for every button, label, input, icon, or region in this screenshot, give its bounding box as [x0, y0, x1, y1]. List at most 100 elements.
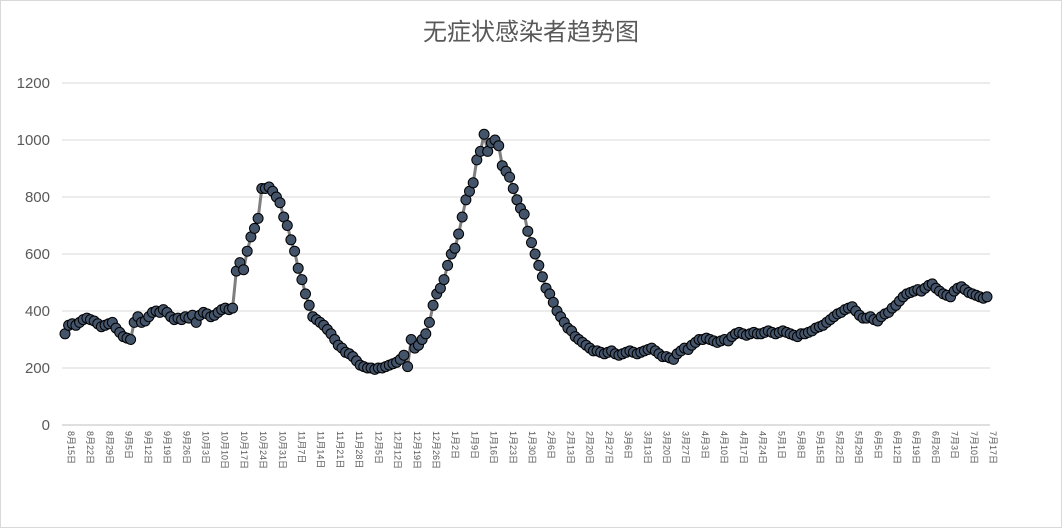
x-tick-label: 5月1日 — [777, 431, 787, 459]
data-point — [507, 183, 519, 194]
x-tick-label: 5月29日 — [854, 431, 864, 464]
x-tick-label: 6月12日 — [892, 431, 902, 464]
data-point — [449, 242, 461, 254]
x-tick-label: 3月20日 — [661, 431, 671, 464]
data-point — [478, 128, 490, 140]
x-tick-label: 11月7日 — [297, 431, 307, 463]
x-tick-label: 3月27日 — [681, 431, 691, 464]
x-tick-label: 3月13日 — [642, 431, 652, 464]
x-tick-label: 1月30日 — [527, 431, 537, 464]
x-tick-label: 10月10日 — [220, 431, 230, 469]
x-tick-label: 9月12日 — [143, 431, 153, 464]
chart-title: 无症状感染者趋势图 — [423, 18, 639, 46]
x-tick-label: 3月6日 — [623, 431, 633, 459]
data-point — [533, 259, 545, 271]
data-point — [292, 262, 304, 274]
x-tick-label: 7月3日 — [950, 431, 960, 459]
x-tick-label: 10月17日 — [239, 431, 249, 469]
data-point — [300, 288, 311, 300]
x-tick-label: 12月12日 — [393, 431, 403, 469]
data-point — [296, 274, 308, 286]
x-tick-label: 4月10日 — [719, 431, 729, 464]
x-tick-label: 5月15日 — [815, 431, 825, 464]
x-axis: 8月15日 8月22日 8月29日 9月5日 9月12日 9月19日 9月26日 10月3日 1… — [66, 431, 998, 469]
x-tick-label: 11月21日 — [335, 431, 345, 468]
x-tick-label: 10月3日 — [200, 431, 210, 464]
data-point — [427, 299, 439, 311]
x-tick-label: 2月13日 — [565, 431, 575, 464]
data-point — [241, 245, 253, 257]
x-tick-label: 7月17日 — [988, 431, 998, 464]
x-tick-label: 9月19日 — [162, 431, 172, 464]
x-tick-label: 10月31日 — [277, 431, 287, 469]
x-tick-label: 9月5日 — [124, 431, 134, 459]
data-point — [493, 140, 505, 152]
x-tick-label: 10月24日 — [258, 431, 268, 469]
x-tick-label: 5月22日 — [834, 431, 844, 464]
data-point — [125, 334, 137, 345]
data-point — [289, 245, 301, 257]
x-tick-label: 2月27日 — [604, 431, 614, 464]
data-point — [467, 177, 479, 189]
x-tick-label: 1月9日 — [469, 431, 479, 459]
x-tick-label: 4月24日 — [758, 431, 768, 464]
data-point — [456, 211, 468, 223]
x-tick-label: 9月26日 — [181, 431, 191, 464]
data-point — [442, 259, 454, 271]
data-point — [423, 316, 435, 328]
x-tick-label: 11月28日 — [354, 431, 364, 468]
data-point — [526, 237, 537, 249]
data-point — [285, 234, 297, 246]
data-point — [518, 208, 530, 220]
data-point — [981, 291, 993, 303]
x-tick-label: 4月3日 — [700, 431, 710, 459]
x-tick-label: 8月15日 — [66, 431, 76, 464]
y-tick-label: 1200 — [17, 75, 50, 92]
x-tick-label: 12月26日 — [431, 431, 441, 469]
data-point — [274, 197, 286, 209]
y-tick-label: 1000 — [17, 132, 50, 149]
x-tick-label: 6月19日 — [911, 431, 921, 464]
data-point — [453, 228, 465, 240]
data-point — [522, 225, 534, 237]
x-tick-label: 8月29日 — [104, 431, 114, 464]
data-point — [529, 248, 541, 260]
x-tick-label: 2月20日 — [585, 431, 595, 464]
data-point — [402, 361, 414, 373]
y-tick-label: 400 — [25, 303, 50, 320]
y-tick-label: 0 — [42, 417, 50, 434]
x-tick-label: 12月19日 — [412, 431, 422, 469]
data-point — [281, 220, 293, 231]
data-point — [252, 212, 264, 224]
y-tick-label: 600 — [25, 246, 50, 263]
x-tick-label: 4月17日 — [738, 431, 748, 464]
data-point — [536, 271, 548, 283]
x-tick-label: 12月5日 — [373, 431, 383, 464]
x-tick-label: 1月23日 — [508, 431, 518, 464]
x-tick-label: 7月10日 — [969, 431, 979, 464]
x-tick-label: 11月14日 — [316, 431, 326, 468]
x-tick-label: 1月2日 — [450, 431, 460, 459]
data-point — [504, 171, 516, 183]
data-point — [438, 274, 450, 286]
data-point — [227, 302, 239, 314]
x-tick-label: 8月22日 — [85, 431, 95, 464]
x-tick-label: 1月16日 — [489, 431, 499, 464]
series-line — [63, 133, 988, 372]
data-point — [420, 328, 432, 340]
x-tick-label: 6月5日 — [873, 431, 883, 459]
x-tick-label: 6月26日 — [930, 431, 940, 464]
y-tick-label: 800 — [25, 189, 50, 206]
x-tick-label: 2月6日 — [546, 431, 556, 459]
data-points — [59, 128, 993, 375]
data-point — [249, 222, 260, 234]
gridlines — [62, 82, 990, 426]
data-point — [398, 349, 410, 361]
data-point — [238, 264, 250, 276]
y-axis: 0 200 400 600 800 1000 1200 — [17, 75, 50, 434]
data-point — [303, 299, 315, 311]
x-tick-label: 5月8日 — [796, 431, 806, 459]
y-tick-label: 200 — [25, 360, 50, 377]
